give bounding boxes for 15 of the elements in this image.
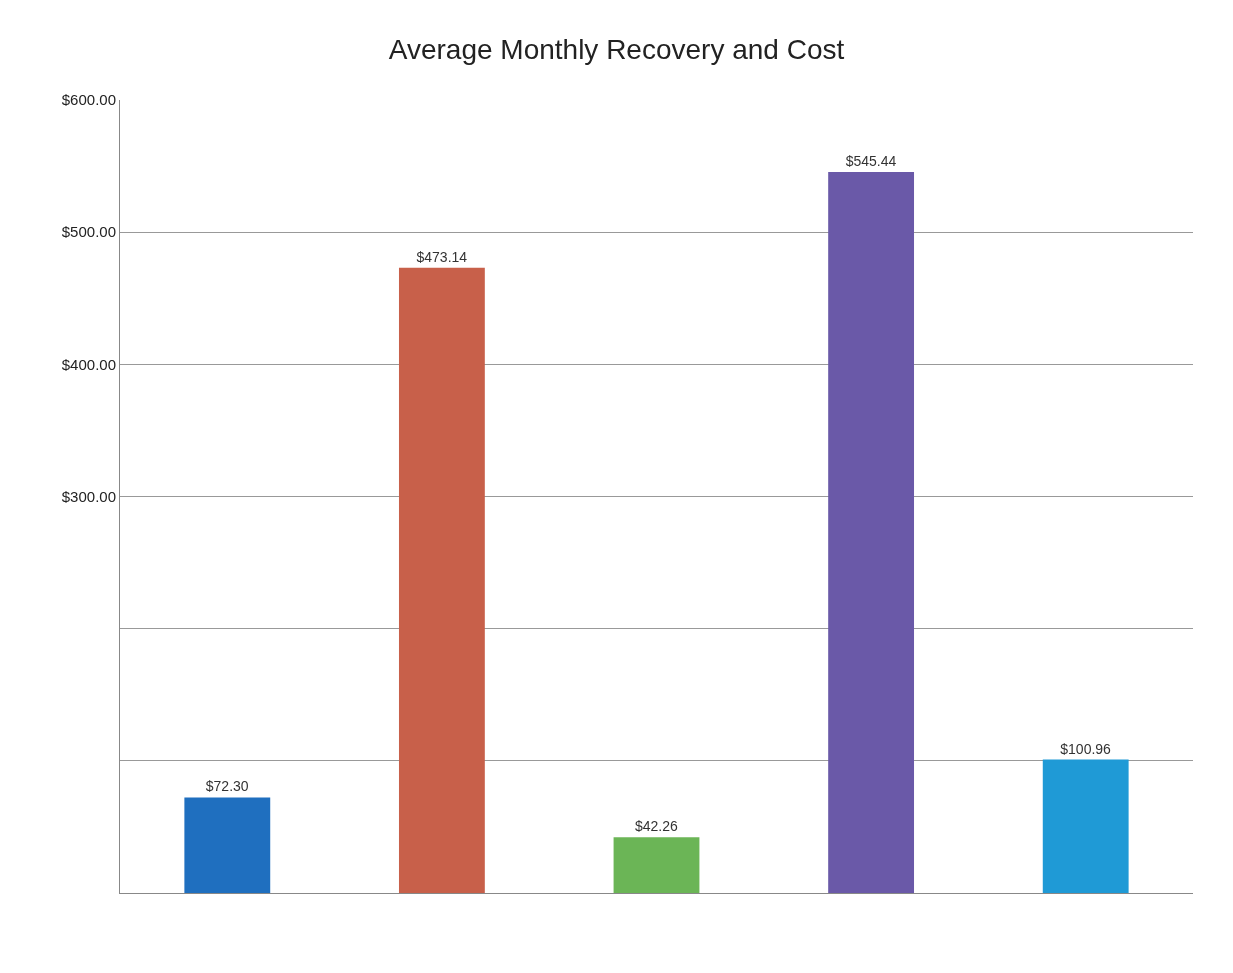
data-label: $100.96 bbox=[1060, 740, 1112, 757]
bar bbox=[184, 797, 271, 893]
data-label: $473.14 bbox=[416, 248, 468, 265]
chart-title: Average Monthly Recovery and Cost bbox=[388, 33, 845, 65]
y-tick-label: $600.00 bbox=[61, 91, 116, 109]
y-tick-label: $500.00 bbox=[61, 223, 116, 241]
data-label: $42.26 bbox=[634, 818, 679, 835]
bar bbox=[1042, 759, 1129, 893]
bar bbox=[398, 267, 485, 893]
y-tick-label: $300.00 bbox=[61, 487, 116, 505]
bar bbox=[613, 837, 700, 893]
data-label: $545.44 bbox=[845, 153, 897, 170]
data-label: $72.30 bbox=[205, 778, 249, 795]
bar bbox=[828, 172, 915, 893]
y-tick-label: $400.00 bbox=[61, 355, 116, 373]
